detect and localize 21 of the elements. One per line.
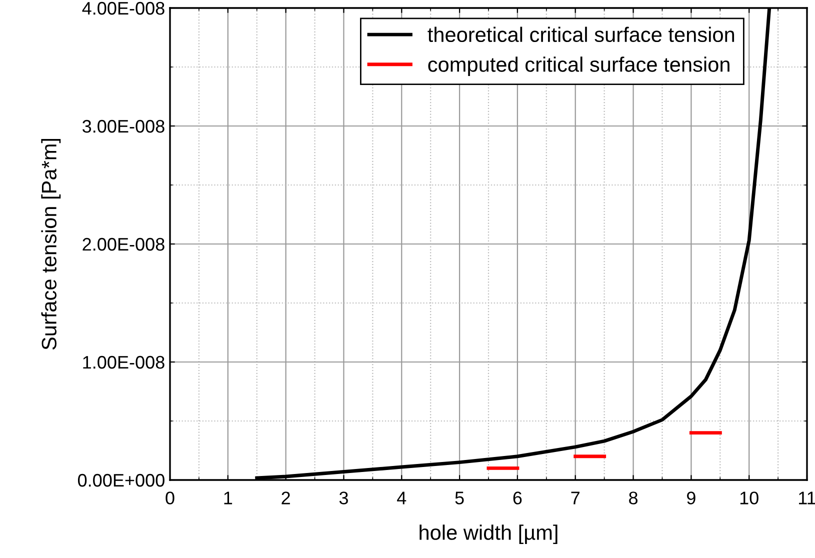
y-tick-label: 0.00E+000 bbox=[78, 474, 164, 487]
x-tick-label: 11 bbox=[799, 492, 815, 504]
x-tick-label: 4 bbox=[397, 492, 406, 504]
x-tick-label: 9 bbox=[687, 492, 696, 504]
x-tick-label: 2 bbox=[282, 492, 290, 504]
x-tick-label: 8 bbox=[629, 492, 638, 504]
x-tick-label: 6 bbox=[513, 492, 522, 504]
legend-label: theoretical critical surface tension bbox=[428, 26, 734, 42]
legend-label: computed critical surface tension bbox=[428, 56, 730, 76]
x-tick-label: 5 bbox=[455, 492, 464, 504]
x-tick-label: 1 bbox=[224, 492, 232, 504]
x-tick-label: 0 bbox=[166, 492, 174, 504]
x-axis-title: hole width [µm] bbox=[420, 524, 558, 544]
y-tick-label: 2.00E-008 bbox=[82, 238, 164, 251]
x-tick-label: 10 bbox=[740, 492, 758, 504]
y-tick-label: 4.00E-008 bbox=[82, 2, 164, 15]
x-tick-label: 3 bbox=[339, 492, 348, 504]
y-tick-label: 3.00E-008 bbox=[82, 120, 164, 133]
x-tick-label: 7 bbox=[571, 492, 580, 504]
y-axis-title: Surface tension [Pa*m] bbox=[41, 138, 61, 350]
y-tick-label: 1.00E-008 bbox=[83, 356, 164, 369]
